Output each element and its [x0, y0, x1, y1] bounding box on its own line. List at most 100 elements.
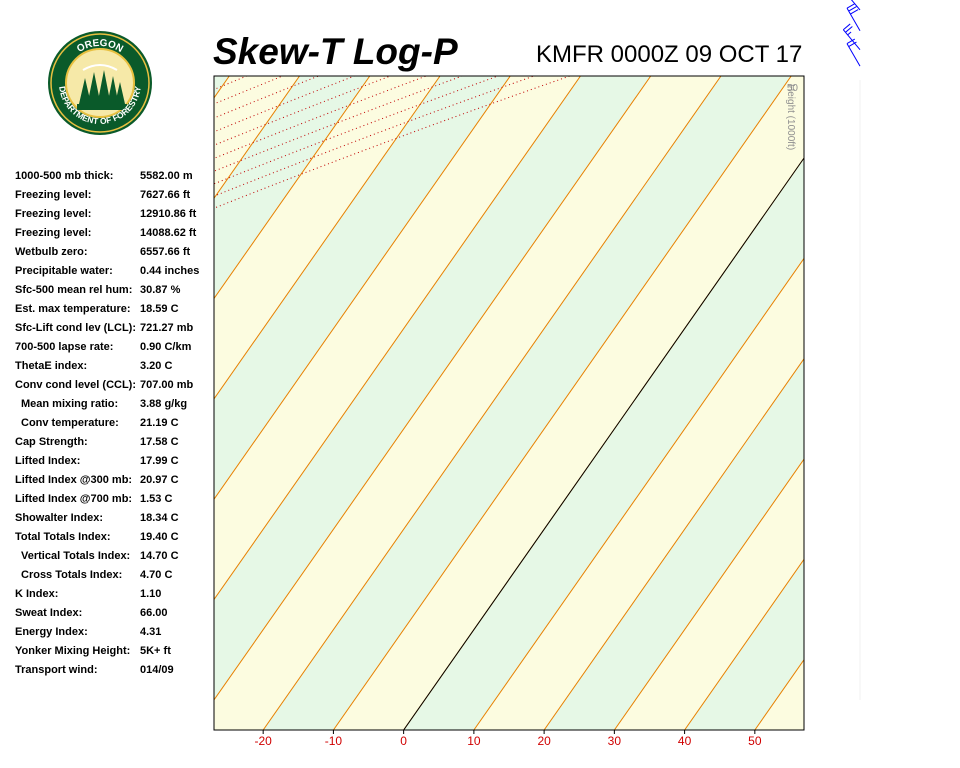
moist-adiabat: [196, 0, 960, 58]
index-label: ThetaE index:: [15, 360, 88, 372]
wind-barb-feather: [850, 9, 859, 15]
index-label: Sweat Index:: [15, 607, 83, 619]
index-value: 6557.66 ft: [140, 246, 191, 258]
index-value: 1.10: [140, 588, 162, 600]
moist-adiabat: [0, 0, 960, 58]
index-label: Total Totals Index:: [15, 531, 111, 543]
isotherm-band: [0, 76, 89, 730]
wind-barb-half-feather: [847, 31, 852, 36]
dewpoint-line: [918, 0, 960, 66]
moist-adiabat: [131, 0, 960, 58]
moist-adiabat: [0, 0, 960, 58]
isotherm-line: [332, 76, 792, 730]
zero-isotherm: [403, 157, 804, 730]
x-tick-label: -20: [254, 734, 272, 748]
index-value: 21.19 C: [140, 417, 179, 429]
isotherm-line: [0, 76, 159, 730]
index-label: Wetbulb zero:: [15, 246, 88, 258]
index-value: 721.27 mb: [140, 322, 194, 334]
index-label: Vertical Totals Index:: [21, 550, 131, 562]
index-label: Freezing level:: [15, 208, 92, 220]
height-tick-label: 50: [787, 83, 799, 94]
wind-barb-staff: [846, 7, 861, 31]
index-value: 0.44 inches: [140, 265, 200, 277]
moist-adiabat: [683, 0, 960, 58]
index-label: Est. max temperature:: [15, 303, 131, 315]
isotherm-line: [543, 357, 804, 730]
index-value: 5K+ ft: [140, 645, 171, 657]
index-label: Yonker Mixing Height:: [15, 645, 131, 657]
index-value: 17.58 C: [140, 436, 179, 448]
dry-adiabat: [0, 76, 211, 730]
x-tick-label: -10: [325, 734, 343, 748]
index-value: 20.97 C: [140, 474, 179, 486]
index-label: Freezing level:: [15, 227, 92, 239]
moist-adiabat: [79, 0, 960, 58]
wind-barb-staff: [850, 0, 861, 11]
moist-adiabat: [390, 0, 960, 58]
isotherm-band: [214, 76, 230, 98]
station-time-label: KMFR 0000Z 09 OCT 17: [536, 41, 803, 68]
isotherm-line: [0, 76, 19, 730]
isotherm-line: [825, 76, 960, 730]
moist-adiabat: [0, 0, 960, 58]
plot-frame: [213, 75, 805, 731]
index-value: 5582.00 m: [140, 170, 193, 182]
index-value: 1.53 C: [140, 493, 173, 505]
wind-barb-feather: [848, 41, 857, 47]
isotherm-line: [262, 76, 722, 730]
moist-adiabat: [2, 0, 960, 58]
isotherm-line: [214, 76, 511, 501]
x-tick-label: 20: [537, 734, 551, 748]
isotherm-line: [214, 76, 441, 400]
index-value: 17.99 C: [140, 455, 179, 467]
wind-barb-feather: [846, 3, 856, 9]
index-label: K Index:: [15, 588, 59, 600]
index-value: 14.70 C: [140, 550, 179, 562]
wind-barb: [842, 23, 861, 50]
moist-adiabat: [37, 0, 960, 58]
moist-adiabat: [534, 0, 960, 58]
moist-adiabat: [0, 0, 960, 58]
index-value: 30.87 %: [140, 284, 181, 296]
dry-adiabat: [0, 76, 175, 730]
index-value: 707.00 mb: [140, 379, 194, 391]
isotherm-line: [214, 76, 581, 601]
dry-adiabat: [214, 76, 247, 91]
dry-adiabat: [0, 76, 103, 730]
isotherm-line: [214, 76, 300, 200]
index-label: Mean mixing ratio:: [21, 398, 119, 410]
wind-barb-feather: [848, 6, 857, 12]
index-value: 12910.86 ft: [140, 208, 197, 220]
index-label: Conv temperature:: [21, 417, 119, 429]
moist-adiabat: [0, 0, 960, 58]
isotherm-line: [214, 76, 371, 300]
index-label: Transport wind:: [15, 664, 98, 676]
moist-adiabat: [280, 0, 960, 58]
height-axis-label: Height (1000ft): [785, 84, 796, 150]
x-tick-label: 40: [678, 734, 692, 748]
logo-text-top: OREGON: [75, 38, 125, 55]
index-label: Cap Strength:: [15, 436, 88, 448]
index-label: Freezing level:: [15, 189, 92, 201]
wind-barb: [846, 3, 861, 31]
index-label: 700-500 lapse rate:: [15, 341, 114, 353]
index-value: 66.00: [140, 607, 168, 619]
wind-barb-feather: [846, 38, 856, 45]
index-value: 7627.66 ft: [140, 189, 191, 201]
index-label: Precipitable water:: [15, 265, 113, 277]
index-label: Lifted Index:: [15, 455, 81, 467]
index-value: 18.34 C: [140, 512, 179, 524]
chart-title: Skew-T Log-P: [213, 31, 458, 72]
dry-adiabat: [0, 76, 139, 730]
index-label: Sfc-500 mean rel hum:: [15, 284, 133, 296]
wind-barb: [850, 0, 861, 11]
svg-text:OREGON: OREGON: [75, 38, 125, 55]
isotherm-line: [684, 558, 804, 730]
index-label: Energy Index:: [15, 626, 88, 638]
index-label: Showalter Index:: [15, 512, 104, 524]
index-value: 014/09: [140, 664, 174, 676]
index-value: 3.88 g/kg: [140, 398, 188, 410]
index-label: Lifted Index @700 mb:: [15, 493, 133, 505]
index-value: 4.31: [140, 626, 162, 638]
